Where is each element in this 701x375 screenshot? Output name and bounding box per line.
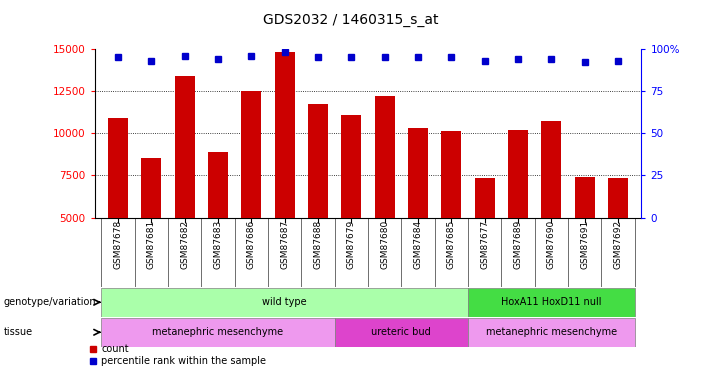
Text: GSM87684: GSM87684 [414, 220, 423, 269]
Text: GSM87689: GSM87689 [514, 220, 522, 269]
Legend: count, percentile rank within the sample: count, percentile rank within the sample [86, 340, 270, 370]
Text: GSM87685: GSM87685 [447, 220, 456, 269]
Text: GDS2032 / 1460315_s_at: GDS2032 / 1460315_s_at [263, 13, 438, 27]
Text: tissue: tissue [4, 327, 33, 337]
Text: GSM87680: GSM87680 [380, 220, 389, 269]
Text: GSM87692: GSM87692 [613, 220, 622, 269]
Bar [375, 96, 395, 218]
Bar [541, 122, 562, 218]
Text: metanephric mesenchyme: metanephric mesenchyme [486, 327, 617, 337]
Bar [108, 118, 128, 218]
Bar [468, 318, 634, 347]
Text: GSM87686: GSM87686 [247, 220, 256, 269]
Text: GSM87678: GSM87678 [114, 220, 123, 269]
Bar [308, 104, 328, 218]
Text: GSM87677: GSM87677 [480, 220, 489, 269]
Bar [208, 152, 228, 217]
Text: genotype/variation: genotype/variation [4, 297, 96, 307]
Bar [341, 115, 361, 218]
Text: GSM87688: GSM87688 [313, 220, 322, 269]
Bar [508, 130, 528, 218]
Bar [175, 76, 195, 217]
Text: GSM87690: GSM87690 [547, 220, 556, 269]
Text: GSM87679: GSM87679 [347, 220, 356, 269]
Text: metanephric mesenchyme: metanephric mesenchyme [152, 327, 284, 337]
Bar [334, 318, 468, 347]
Bar [575, 177, 594, 218]
Text: GSM87682: GSM87682 [180, 220, 189, 269]
Bar [102, 318, 334, 347]
Bar [408, 128, 428, 217]
Text: GSM87683: GSM87683 [214, 220, 222, 269]
Text: GSM87691: GSM87691 [580, 220, 590, 269]
Text: GSM87681: GSM87681 [147, 220, 156, 269]
Bar [475, 178, 495, 218]
Text: HoxA11 HoxD11 null: HoxA11 HoxD11 null [501, 297, 601, 307]
Bar [468, 288, 634, 317]
Bar [275, 52, 294, 217]
Text: wild type: wild type [262, 297, 307, 307]
Bar [142, 158, 161, 218]
Text: ureteric bud: ureteric bud [372, 327, 431, 337]
Bar [102, 288, 468, 317]
Bar [442, 132, 461, 218]
Text: GSM87687: GSM87687 [280, 220, 290, 269]
Bar [608, 178, 628, 218]
Bar [241, 91, 261, 218]
